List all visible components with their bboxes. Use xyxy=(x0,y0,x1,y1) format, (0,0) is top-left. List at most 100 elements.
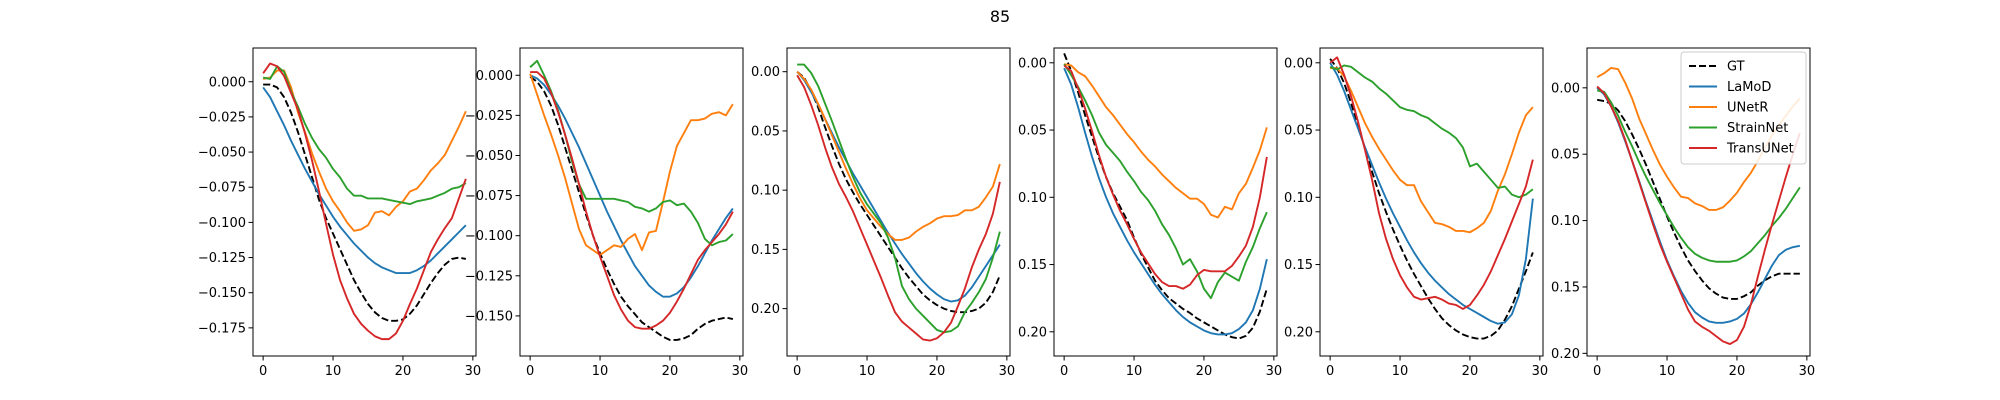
legend: GT LaMoD UNetR StrainNet TransUNet xyxy=(1680,51,1807,165)
x-tick-label: 20 xyxy=(1729,364,1746,379)
series-line-strainnet xyxy=(262,65,467,206)
x-tick-label: 10 xyxy=(1126,364,1143,379)
y-tick-label: 0.05 xyxy=(1551,148,1580,163)
series-line-transunet xyxy=(1329,56,1534,310)
series-group xyxy=(1329,56,1534,340)
y-tick-label: 0.20 xyxy=(1551,347,1580,362)
y-tick-label: 0.10 xyxy=(1284,191,1313,206)
y-tick-label: 0.15 xyxy=(1551,280,1580,295)
legend-box xyxy=(1680,51,1807,165)
legend-label-unetr: UNetR xyxy=(1727,101,1768,116)
series-line-strainnet xyxy=(1329,64,1534,199)
subplot-5: 0 10 20 30 0.00 0.05 0.10 0.15 0.20 xyxy=(1284,47,1549,379)
series-line-lamod xyxy=(262,86,467,274)
legend-label-gt: GT xyxy=(1727,60,1745,75)
x-tick-label: 30 xyxy=(999,364,1016,379)
y-tick-label: 0.05 xyxy=(1284,124,1313,139)
subplot-1: 0 10 20 30 0.000 −0.025 −0.050 −0.075 −0.100 −0.1… xyxy=(198,47,482,379)
series-line-unetr xyxy=(529,73,734,256)
figure-title: 85 xyxy=(990,7,1010,26)
series-line-strainnet xyxy=(797,63,1001,334)
x-tick-label: 30 xyxy=(1266,364,1283,379)
x-tick-label: 20 xyxy=(395,364,412,379)
series-line-gt xyxy=(1063,53,1268,340)
x-tick-label: 0 xyxy=(526,364,534,379)
series-line-transunet xyxy=(1596,85,1801,345)
x-tick-label: 10 xyxy=(325,364,342,379)
y-tick-label: −0.125 xyxy=(465,269,513,284)
y-tick-label: −0.025 xyxy=(465,109,513,124)
series-line-unetr xyxy=(1330,67,1534,234)
x-tick-label: 30 xyxy=(1532,364,1549,379)
x-tick-label: 30 xyxy=(1799,364,1816,379)
axes-frame xyxy=(1319,47,1544,357)
y-tick-label: −0.050 xyxy=(198,146,246,161)
y-tick-label: −0.175 xyxy=(198,321,246,336)
y-tick-label: −0.125 xyxy=(198,251,246,266)
x-tick-label: 20 xyxy=(1196,364,1213,379)
y-tick-label: −0.025 xyxy=(198,110,246,125)
y-tick-label: −0.050 xyxy=(465,149,513,164)
y-tick-label: 0.000 xyxy=(476,69,513,84)
axes-frame xyxy=(1053,47,1278,357)
y-tick-label: 0.10 xyxy=(1018,191,1047,206)
series-line-transunet xyxy=(1063,64,1268,290)
series-line-transunet xyxy=(262,62,467,341)
series-group xyxy=(262,62,467,341)
legend-label-lamod: LaMoD xyxy=(1727,80,1771,95)
y-tick-label: −0.100 xyxy=(465,229,513,244)
series-line-gt xyxy=(263,83,467,322)
subplot-grid: 0 10 20 300.000−0.025−0.050−0.075−0.100−0.1… xyxy=(198,47,1816,379)
y-tick-label: 0.00 xyxy=(1284,56,1313,71)
series-line-lamod xyxy=(796,71,1001,303)
subplot-4: 0 10 20 30 0.00 0.05 0.10 0.15 0.20 xyxy=(1018,47,1283,379)
legend-label-transunet: TransUNet xyxy=(1726,142,1794,157)
x-tick-label: 30 xyxy=(732,364,749,379)
legend-label-strainnet: StrainNet xyxy=(1727,121,1788,136)
series-line-transunet xyxy=(530,71,734,330)
series-line-strainnet xyxy=(1063,63,1268,300)
axes-frame xyxy=(786,47,1011,357)
series-group xyxy=(796,63,1001,342)
y-tick-label: 0.10 xyxy=(751,184,780,199)
x-tick-label: 30 xyxy=(465,364,482,379)
y-tick-label: 0.05 xyxy=(1018,124,1047,139)
x-tick-label: 0 xyxy=(259,364,267,379)
series-group xyxy=(1063,53,1268,340)
y-tick-label: 0.15 xyxy=(1284,258,1313,273)
subplot-3: 0 10 20 30 0.00 0.05 0.10 0.15 0.20 xyxy=(751,47,1016,379)
series-group xyxy=(529,59,734,341)
y-tick-label: −0.075 xyxy=(198,181,246,196)
series-line-gt xyxy=(1596,98,1800,300)
y-tick-label: 0.20 xyxy=(1284,325,1313,340)
series-line-lamod xyxy=(1329,62,1534,325)
series-line-transunet xyxy=(796,74,1001,342)
series-line-lamod xyxy=(1063,67,1268,336)
subplot-6: 0 10 20 30 0.00 0.05 0.10 0.15 0.20 GT LaMoD UNetR S… xyxy=(1551,47,1816,379)
series-line-unetr xyxy=(1063,63,1268,219)
series-line-unetr xyxy=(262,69,467,232)
y-tick-label: 0.20 xyxy=(751,302,780,317)
y-tick-label: 0.15 xyxy=(751,243,780,258)
x-tick-label: 0 xyxy=(793,364,801,379)
x-tick-label: 20 xyxy=(662,364,679,379)
y-tick-label: 0.05 xyxy=(751,124,780,139)
x-tick-label: 20 xyxy=(929,364,946,379)
series-line-unetr xyxy=(796,71,1001,241)
subplot-2: 0 10 20 30 0.000 −0.025 −0.050 −0.075 −0.100 −0.1… xyxy=(465,47,749,379)
y-tick-label: 0.00 xyxy=(1551,81,1580,96)
y-tick-label: −0.100 xyxy=(198,216,246,231)
series-line-gt xyxy=(529,76,734,341)
y-tick-label: 0.20 xyxy=(1018,325,1047,340)
y-tick-label: −0.150 xyxy=(465,309,513,324)
y-tick-label: 0.10 xyxy=(1551,214,1580,229)
y-tick-label: 0.000 xyxy=(209,75,246,90)
x-tick-label: 10 xyxy=(1659,364,1676,379)
y-tick-label: −0.150 xyxy=(198,286,246,301)
y-tick-label: 0.15 xyxy=(1018,258,1047,273)
y-tick-label: −0.075 xyxy=(465,189,513,204)
x-tick-label: 0 xyxy=(1060,364,1068,379)
series-line-strainnet xyxy=(1596,89,1801,263)
axes-frame xyxy=(252,47,477,357)
